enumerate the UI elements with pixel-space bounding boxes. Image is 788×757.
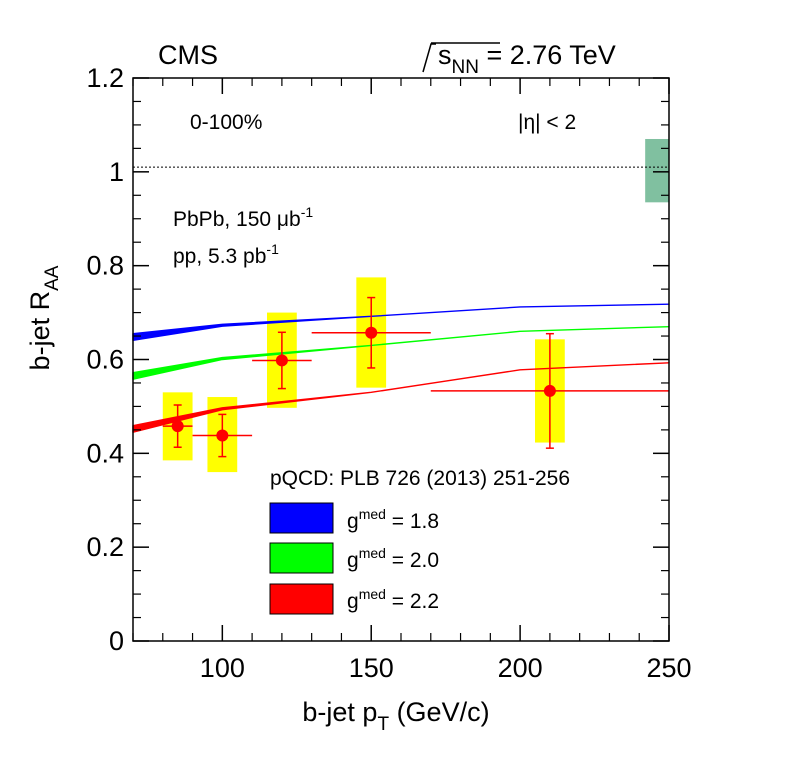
- theory-curve-2: [132, 325, 670, 380]
- marker: [216, 429, 229, 442]
- y-tick-label: 1.2: [86, 63, 124, 93]
- lumi-pp-label: pp, 5.3 pb-1: [173, 241, 279, 268]
- marker: [543, 384, 556, 397]
- marker: [365, 326, 378, 339]
- x-tick-label: 150: [349, 653, 394, 683]
- legend-entry-2: gmed = 2.0: [269, 542, 439, 574]
- legend-label-3: gmed = 2.2: [347, 586, 439, 613]
- sqrt-symbol: [422, 43, 436, 73]
- data-point-3: [252, 331, 312, 390]
- energy-label: sNN = 2.76 TeV: [422, 40, 616, 78]
- marker: [171, 420, 184, 433]
- legend-label-1: gmed = 1.8: [347, 506, 439, 533]
- legend-entry-3: gmed = 2.2: [269, 583, 439, 615]
- legend-swatch-3: [269, 583, 334, 615]
- theory-curve-1: [132, 303, 670, 341]
- y-tick-label: 0: [109, 626, 124, 656]
- legend-entry-1: gmed = 1.8: [269, 502, 439, 534]
- data-point-2: [192, 413, 253, 458]
- x-tick-label: 200: [498, 653, 543, 683]
- legend-label-2: gmed = 2.0: [347, 545, 439, 572]
- x-axis-title: b-jet pT (GeV/c): [302, 697, 489, 735]
- x-tick-label: 100: [200, 653, 245, 683]
- y-tick-label: 0.2: [86, 532, 124, 562]
- legend-swatch-1: [269, 502, 334, 534]
- data-point-1: [162, 404, 193, 448]
- eta-label: |η| < 2: [518, 111, 576, 134]
- data-point-4: [311, 296, 431, 369]
- marker: [275, 354, 288, 367]
- plot-area: 0 0.2 0.4 0.6 0.8 1 1.2 100 150 200 250: [86, 63, 691, 683]
- y-tick-label: 0.4: [86, 438, 124, 468]
- centrality-label: 0-100%: [190, 111, 262, 134]
- normalization-box: [645, 138, 669, 203]
- legend: pQCD: PLB 726 (2013) 251-256 gmed = 1.8 …: [269, 467, 570, 615]
- x-tick-label: 250: [646, 653, 691, 683]
- experiment-label: CMS: [158, 40, 218, 70]
- lumi-pbpb-label: PbPb, 150 μb-1: [173, 204, 313, 231]
- data-point-5: [430, 332, 669, 449]
- legend-title: pQCD: PLB 726 (2013) 251-256: [270, 467, 570, 490]
- legend-swatch-2: [269, 542, 334, 574]
- y-tick-label: 0.8: [86, 251, 124, 281]
- energy-s: sNN = 2.76 TeV: [438, 40, 616, 78]
- y-axis-title: b-jet RAA: [25, 265, 63, 370]
- y-tick-label: 0.6: [86, 345, 124, 375]
- y-tick-label: 1: [109, 157, 124, 187]
